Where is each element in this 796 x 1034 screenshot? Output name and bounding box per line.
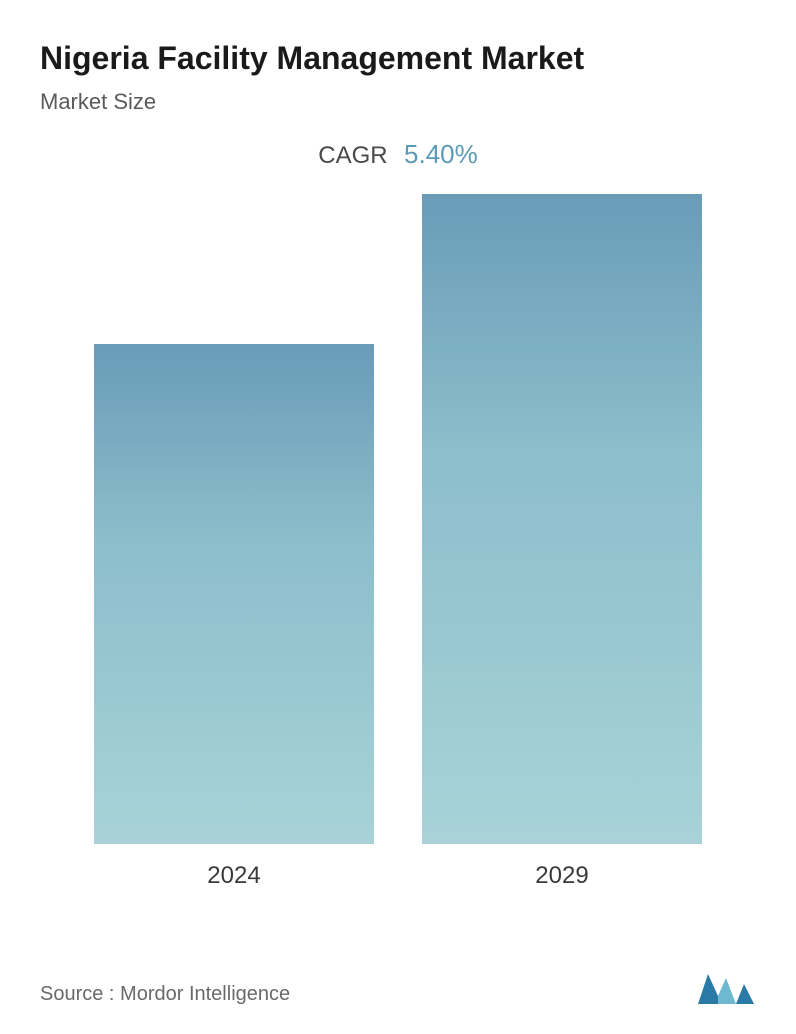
bar-0 xyxy=(94,344,374,844)
footer: Source : Mordor Intelligence xyxy=(40,966,756,1006)
bar-1 xyxy=(422,194,702,844)
bar-label-1: 2029 xyxy=(535,862,588,890)
bar-group-1: 2029 xyxy=(422,194,702,890)
cagr-label: CAGR xyxy=(318,142,387,170)
bar-group-0: 2024 xyxy=(94,344,374,890)
cagr-value: 5.40% xyxy=(404,139,478,170)
mordor-logo-icon xyxy=(696,966,756,1006)
bar-label-0: 2024 xyxy=(207,862,260,890)
chart-area: 2024 2029 xyxy=(40,210,756,890)
cagr-row: CAGR 5.40% xyxy=(40,139,756,170)
chart-subtitle: Market Size xyxy=(40,89,756,115)
source-text: Source : Mordor Intelligence xyxy=(40,983,290,1006)
chart-title: Nigeria Facility Management Market xyxy=(40,40,756,77)
